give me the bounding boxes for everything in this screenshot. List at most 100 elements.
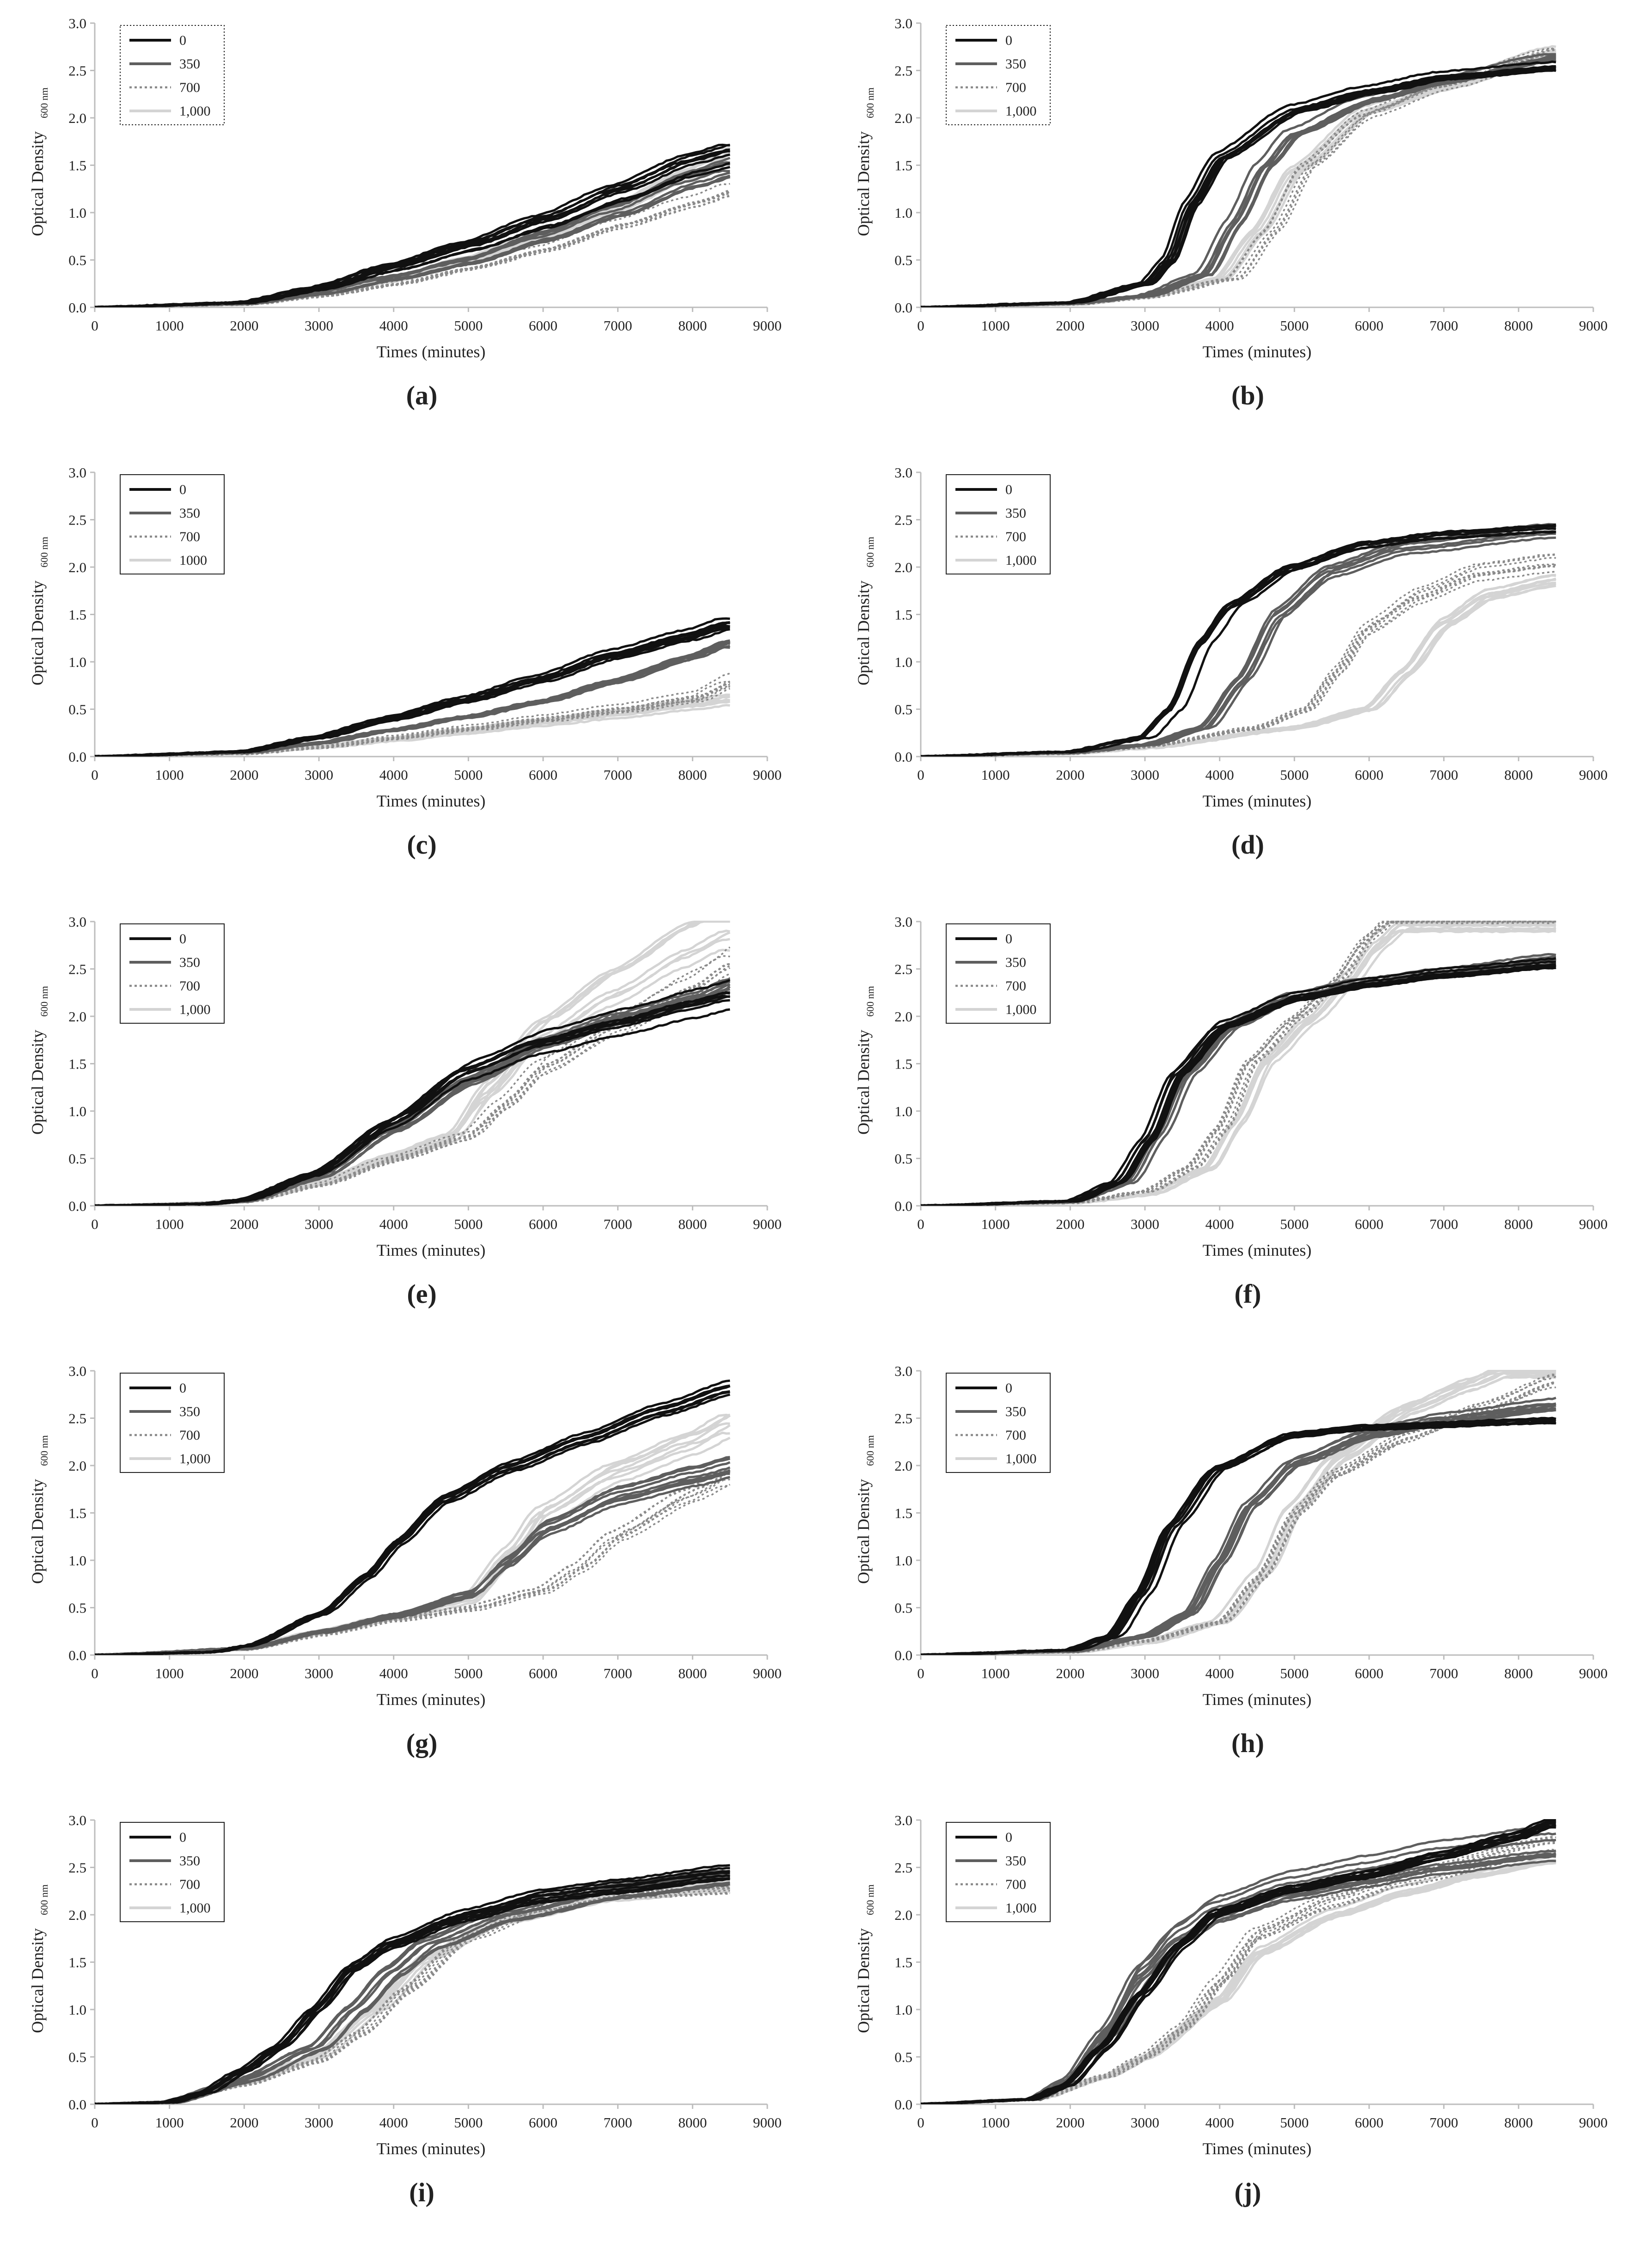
chart-panel-i: 0.0 0.5 1.0 1.5 2.0 2.5 3.0 0 1000 2000 3000 4000 50… bbox=[28, 1812, 782, 2207]
y-axis-label-group: Optical Density 600 nm bbox=[28, 1435, 50, 1584]
x-tick-label: 6000 bbox=[529, 2114, 557, 2131]
legend-box bbox=[120, 25, 225, 125]
x-tick-label: 3000 bbox=[1131, 767, 1159, 783]
y-tick-label: 2.0 bbox=[68, 1008, 86, 1025]
y-tick-label: 3.0 bbox=[68, 1363, 86, 1379]
y-axis-label-group: Optical Density 600 nm bbox=[28, 986, 50, 1135]
series-line-700 bbox=[95, 195, 730, 307]
x-tick-label: 3000 bbox=[1131, 318, 1159, 334]
legend: 0 350 700 1,000 bbox=[946, 25, 1051, 125]
series-line-0 bbox=[921, 965, 1556, 1206]
y-tick-label: 1.0 bbox=[68, 2002, 86, 2018]
series-line-0 bbox=[95, 995, 730, 1206]
x-tick-label: 4000 bbox=[379, 1665, 408, 1681]
legend-box bbox=[946, 474, 1051, 574]
x-axis-label: Times (minutes) bbox=[1203, 792, 1312, 810]
chart-panel-d: 0.0 0.5 1.0 1.5 2.0 2.5 3.0 0 1000 2000 3000 4000 50… bbox=[854, 464, 1608, 860]
y-axis-label-subscript: 600 nm bbox=[38, 1884, 50, 1915]
x-tick-label: 2000 bbox=[1056, 767, 1084, 783]
x-tick-label: 0 bbox=[91, 767, 98, 783]
y-tick-label: 3.0 bbox=[894, 1363, 912, 1379]
y-tick-label: 0.0 bbox=[68, 1647, 86, 1663]
series-line-700 bbox=[95, 688, 730, 757]
legend-label: 350 bbox=[179, 1853, 200, 1869]
legend-label: 0 bbox=[179, 482, 186, 497]
y-tick-label: 2.0 bbox=[894, 559, 912, 575]
series-line-700 bbox=[95, 680, 730, 757]
series-line-350 bbox=[95, 171, 730, 307]
x-tick-label: 2000 bbox=[1056, 318, 1084, 334]
series-line-0 bbox=[95, 1870, 730, 2104]
y-tick-label: 3.0 bbox=[68, 15, 86, 31]
series-line-1000 bbox=[95, 160, 730, 307]
legend-box bbox=[120, 1822, 225, 1922]
x-tick-label: 9000 bbox=[753, 767, 782, 783]
x-tick-label: 1000 bbox=[981, 1665, 1010, 1681]
x-tick-label: 1000 bbox=[155, 767, 184, 783]
series-line-0 bbox=[95, 995, 730, 1206]
x-tick-label: 6000 bbox=[1355, 767, 1383, 783]
y-tick-label: 2.5 bbox=[68, 1860, 86, 1876]
x-tick-label: 9000 bbox=[753, 1665, 782, 1681]
x-tick-label: 0 bbox=[917, 2114, 924, 2131]
y-tick-label: 0.0 bbox=[894, 2096, 912, 2113]
y-axis-label: Optical Density bbox=[854, 131, 873, 236]
x-tick-label: 9000 bbox=[1579, 1665, 1608, 1681]
x-tick-label: 5000 bbox=[1280, 2114, 1309, 2131]
x-tick-label: 2000 bbox=[230, 1665, 258, 1681]
legend: 0 350 700 1,000 bbox=[946, 474, 1051, 574]
x-tick-label: 7000 bbox=[1430, 318, 1458, 334]
legend-label: 0 bbox=[179, 931, 186, 947]
series-line-700 bbox=[95, 191, 730, 307]
y-axis-label-subscript: 600 nm bbox=[864, 537, 876, 568]
y-axis-label: Optical Density bbox=[854, 580, 873, 685]
series-line-0 bbox=[95, 143, 730, 307]
x-axis-label: Times (minutes) bbox=[377, 792, 486, 810]
y-tick-label: 1.5 bbox=[68, 607, 86, 623]
series-lines bbox=[95, 143, 731, 307]
x-tick-label: 9000 bbox=[1579, 2114, 1608, 2131]
x-tick-label: 9000 bbox=[1579, 1216, 1608, 1232]
legend-label: 0 bbox=[1005, 1381, 1012, 1396]
chart-panel-b: 0.0 0.5 1.0 1.5 2.0 2.5 3.0 0 1000 2000 3000 4000 50… bbox=[854, 15, 1608, 410]
legend-label: 350 bbox=[179, 506, 200, 521]
series-line-0 bbox=[95, 1385, 730, 1655]
legend-label: 700 bbox=[1005, 978, 1026, 994]
legend: 0 350 700 1,000 bbox=[120, 923, 225, 1024]
x-tick-label: 6000 bbox=[1355, 318, 1383, 334]
legend-label: 700 bbox=[179, 529, 200, 544]
x-tick-label: 5000 bbox=[1280, 318, 1309, 334]
series-line-0 bbox=[95, 626, 730, 757]
legend: 0 350 700 1,000 bbox=[946, 1822, 1051, 1922]
series-lines bbox=[921, 1370, 1556, 1655]
series-line-700 bbox=[921, 49, 1556, 307]
x-tick-label: 7000 bbox=[1430, 1665, 1458, 1681]
x-tick-label: 4000 bbox=[379, 2114, 408, 2131]
x-tick-label: 6000 bbox=[529, 318, 557, 334]
legend-label: 700 bbox=[1005, 80, 1026, 95]
x-tick-label: 7000 bbox=[1430, 2114, 1458, 2131]
panel-caption: (j) bbox=[1235, 2177, 1261, 2207]
x-axis-label: Times (minutes) bbox=[377, 2139, 486, 2158]
x-tick-label: 9000 bbox=[1579, 318, 1608, 334]
x-tick-label: 1000 bbox=[981, 1216, 1010, 1232]
y-tick-label: 1.0 bbox=[68, 205, 86, 221]
series-line-700 bbox=[95, 965, 731, 1206]
series-line-700 bbox=[921, 1836, 1556, 2104]
y-tick-label: 1.0 bbox=[894, 205, 912, 221]
x-tick-label: 8000 bbox=[678, 318, 707, 334]
y-tick-label: 1.5 bbox=[68, 1056, 86, 1072]
x-tick-label: 2000 bbox=[230, 318, 258, 334]
series-line-350 bbox=[95, 1881, 730, 2104]
x-tick-label: 4000 bbox=[1205, 1216, 1234, 1232]
x-tick-label: 6000 bbox=[1355, 1216, 1383, 1232]
y-axis-label-subscript: 600 nm bbox=[864, 1435, 876, 1466]
x-tick-label: 9000 bbox=[753, 1216, 782, 1232]
x-tick-label: 3000 bbox=[305, 1216, 333, 1232]
series-line-700 bbox=[921, 553, 1556, 757]
x-tick-label: 5000 bbox=[1280, 1665, 1309, 1681]
x-axis-label: Times (minutes) bbox=[377, 1690, 486, 1709]
legend-label: 1,000 bbox=[179, 1900, 211, 1916]
series-lines bbox=[921, 523, 1556, 757]
